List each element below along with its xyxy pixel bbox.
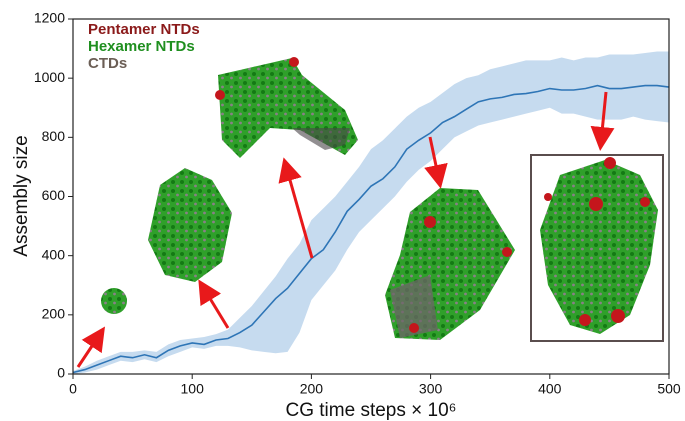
highlight-box: [530, 154, 664, 342]
arrows: [76, 91, 615, 368]
structure-capsid: [540, 160, 658, 334]
y-tick-label: 800: [42, 128, 66, 144]
annotation: Hexamer NTDs: [88, 38, 195, 55]
x-tick-label: 100: [181, 381, 205, 397]
y-tick-label: 400: [42, 246, 66, 262]
structure-large-inner: [292, 128, 350, 150]
x-axis-label: CG time steps × 10⁶: [286, 400, 457, 421]
structure-medium: [148, 168, 232, 282]
structure-small: [101, 288, 127, 314]
x-tick-label: 300: [419, 381, 443, 397]
annotation: Pentamer NTDs: [88, 21, 200, 38]
y-tick-label: 1000: [34, 69, 65, 85]
y-tick-label: 600: [42, 187, 66, 203]
x-tick-label: 400: [538, 381, 562, 397]
structure-partial-inner: [390, 275, 438, 338]
x-tick-label: 500: [657, 381, 681, 397]
x-tick-label: 200: [300, 381, 324, 397]
y-axis-label: Assembly size: [11, 135, 32, 256]
annotation: CTDs: [88, 55, 127, 72]
x-tick-label: 0: [69, 381, 77, 397]
mean-line: [72, 84, 670, 374]
y-tick-label: 200: [42, 306, 66, 322]
confidence-band: [73, 51, 669, 375]
illustrations: [76, 57, 664, 368]
y-tick-label: 0: [57, 365, 65, 381]
y-tick-label: 1200: [34, 10, 65, 26]
pentamer-spots: [215, 57, 650, 333]
